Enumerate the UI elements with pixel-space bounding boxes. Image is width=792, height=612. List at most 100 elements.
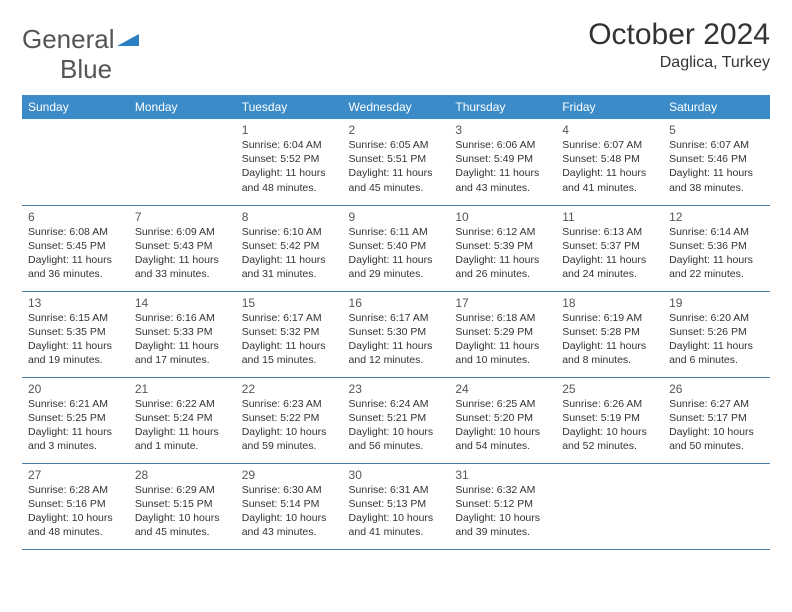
calendar-week-row: 13Sunrise: 6:15 AMSunset: 5:35 PMDayligh… xyxy=(22,291,770,377)
sunset-line: Sunset: 5:37 PM xyxy=(562,239,657,253)
daylight-line: Daylight: 11 hours xyxy=(669,166,764,180)
daylight-line: Daylight: 11 hours xyxy=(669,339,764,353)
sunset-line: Sunset: 5:24 PM xyxy=(135,411,230,425)
calendar-cell: 17Sunrise: 6:18 AMSunset: 5:29 PMDayligh… xyxy=(449,291,556,377)
calendar-cell: 23Sunrise: 6:24 AMSunset: 5:21 PMDayligh… xyxy=(343,377,450,463)
sunset-line: Sunset: 5:52 PM xyxy=(242,152,337,166)
brand-right: Blue xyxy=(60,54,112,85)
calendar-cell: 13Sunrise: 6:15 AMSunset: 5:35 PMDayligh… xyxy=(22,291,129,377)
sunset-line: Sunset: 5:15 PM xyxy=(135,497,230,511)
daylight-line: and 43 minutes. xyxy=(242,525,337,539)
calendar-cell: 25Sunrise: 6:26 AMSunset: 5:19 PMDayligh… xyxy=(556,377,663,463)
calendar-table: Sunday Monday Tuesday Wednesday Thursday… xyxy=(22,95,770,550)
sunrise-line: Sunrise: 6:08 AM xyxy=(28,225,123,239)
daylight-line: and 52 minutes. xyxy=(562,439,657,453)
daylight-line: Daylight: 11 hours xyxy=(242,253,337,267)
sunrise-line: Sunrise: 6:13 AM xyxy=(562,225,657,239)
calendar-cell: 9Sunrise: 6:11 AMSunset: 5:40 PMDaylight… xyxy=(343,205,450,291)
day-number: 11 xyxy=(562,210,657,224)
day-number: 26 xyxy=(669,382,764,396)
daylight-line: Daylight: 11 hours xyxy=(135,339,230,353)
sunrise-line: Sunrise: 6:06 AM xyxy=(455,138,550,152)
sunset-line: Sunset: 5:21 PM xyxy=(349,411,444,425)
day-number: 24 xyxy=(455,382,550,396)
daylight-line: and 50 minutes. xyxy=(669,439,764,453)
daylight-line: and 3 minutes. xyxy=(28,439,123,453)
sunset-line: Sunset: 5:22 PM xyxy=(242,411,337,425)
daylight-line: Daylight: 11 hours xyxy=(349,166,444,180)
day-number: 20 xyxy=(28,382,123,396)
day-header-row: Sunday Monday Tuesday Wednesday Thursday… xyxy=(22,95,770,119)
sunrise-line: Sunrise: 6:04 AM xyxy=(242,138,337,152)
calendar-cell: 11Sunrise: 6:13 AMSunset: 5:37 PMDayligh… xyxy=(556,205,663,291)
sunrise-line: Sunrise: 6:24 AM xyxy=(349,397,444,411)
sunset-line: Sunset: 5:14 PM xyxy=(242,497,337,511)
sunrise-line: Sunrise: 6:15 AM xyxy=(28,311,123,325)
day-number: 16 xyxy=(349,296,444,310)
daylight-line: Daylight: 10 hours xyxy=(349,511,444,525)
daylight-line: Daylight: 11 hours xyxy=(669,253,764,267)
sunrise-line: Sunrise: 6:28 AM xyxy=(28,483,123,497)
daylight-line: and 24 minutes. xyxy=(562,267,657,281)
daylight-line: Daylight: 10 hours xyxy=(28,511,123,525)
daylight-line: and 31 minutes. xyxy=(242,267,337,281)
daylight-line: and 15 minutes. xyxy=(242,353,337,367)
daylight-line: and 48 minutes. xyxy=(242,181,337,195)
sunrise-line: Sunrise: 6:07 AM xyxy=(669,138,764,152)
daylight-line: Daylight: 11 hours xyxy=(349,339,444,353)
daylight-line: Daylight: 10 hours xyxy=(455,425,550,439)
daylight-line: and 29 minutes. xyxy=(349,267,444,281)
calendar-cell: 21Sunrise: 6:22 AMSunset: 5:24 PMDayligh… xyxy=(129,377,236,463)
calendar-cell: 30Sunrise: 6:31 AMSunset: 5:13 PMDayligh… xyxy=(343,463,450,549)
calendar-cell: 24Sunrise: 6:25 AMSunset: 5:20 PMDayligh… xyxy=(449,377,556,463)
daylight-line: and 59 minutes. xyxy=(242,439,337,453)
day-number: 15 xyxy=(242,296,337,310)
daylight-line: and 48 minutes. xyxy=(28,525,123,539)
calendar-cell: 2Sunrise: 6:05 AMSunset: 5:51 PMDaylight… xyxy=(343,119,450,205)
daylight-line: and 10 minutes. xyxy=(455,353,550,367)
daylight-line: Daylight: 11 hours xyxy=(28,425,123,439)
day-number: 1 xyxy=(242,123,337,137)
daylight-line: Daylight: 11 hours xyxy=(455,166,550,180)
daylight-line: Daylight: 11 hours xyxy=(455,339,550,353)
daylight-line: and 45 minutes. xyxy=(135,525,230,539)
sunset-line: Sunset: 5:46 PM xyxy=(669,152,764,166)
calendar-cell: 6Sunrise: 6:08 AMSunset: 5:45 PMDaylight… xyxy=(22,205,129,291)
sunset-line: Sunset: 5:35 PM xyxy=(28,325,123,339)
sunset-line: Sunset: 5:33 PM xyxy=(135,325,230,339)
daylight-line: Daylight: 11 hours xyxy=(28,339,123,353)
day-header: Sunday xyxy=(22,95,129,119)
sunset-line: Sunset: 5:20 PM xyxy=(455,411,550,425)
sunrise-line: Sunrise: 6:19 AM xyxy=(562,311,657,325)
sunrise-line: Sunrise: 6:20 AM xyxy=(669,311,764,325)
day-number: 18 xyxy=(562,296,657,310)
day-number: 22 xyxy=(242,382,337,396)
daylight-line: and 56 minutes. xyxy=(349,439,444,453)
calendar-cell: 10Sunrise: 6:12 AMSunset: 5:39 PMDayligh… xyxy=(449,205,556,291)
flag-icon xyxy=(117,30,139,50)
day-header: Thursday xyxy=(449,95,556,119)
day-header: Friday xyxy=(556,95,663,119)
day-number: 28 xyxy=(135,468,230,482)
sunrise-line: Sunrise: 6:21 AM xyxy=(28,397,123,411)
sunrise-line: Sunrise: 6:05 AM xyxy=(349,138,444,152)
daylight-line: and 17 minutes. xyxy=(135,353,230,367)
calendar-body: 1Sunrise: 6:04 AMSunset: 5:52 PM Daylight… xyxy=(22,119,770,549)
day-header: Saturday xyxy=(663,95,770,119)
calendar-cell: 12Sunrise: 6:14 AMSunset: 5:36 PMDayligh… xyxy=(663,205,770,291)
daylight-line: and 33 minutes. xyxy=(135,267,230,281)
calendar-cell xyxy=(22,119,129,205)
day-number: 10 xyxy=(455,210,550,224)
day-number: 21 xyxy=(135,382,230,396)
sunrise-line: Sunrise: 6:23 AM xyxy=(242,397,337,411)
sunrise-line: Sunrise: 6:09 AM xyxy=(135,225,230,239)
sunset-line: Sunset: 5:17 PM xyxy=(669,411,764,425)
day-header: Tuesday xyxy=(236,95,343,119)
sunset-line: Sunset: 5:39 PM xyxy=(455,239,550,253)
calendar-cell: 16Sunrise: 6:17 AMSunset: 5:30 PMDayligh… xyxy=(343,291,450,377)
daylight-line: Daylight: 10 hours xyxy=(242,511,337,525)
sunset-line: Sunset: 5:30 PM xyxy=(349,325,444,339)
calendar-cell: 20Sunrise: 6:21 AMSunset: 5:25 PMDayligh… xyxy=(22,377,129,463)
daylight-line: Daylight: 10 hours xyxy=(562,425,657,439)
day-number: 13 xyxy=(28,296,123,310)
